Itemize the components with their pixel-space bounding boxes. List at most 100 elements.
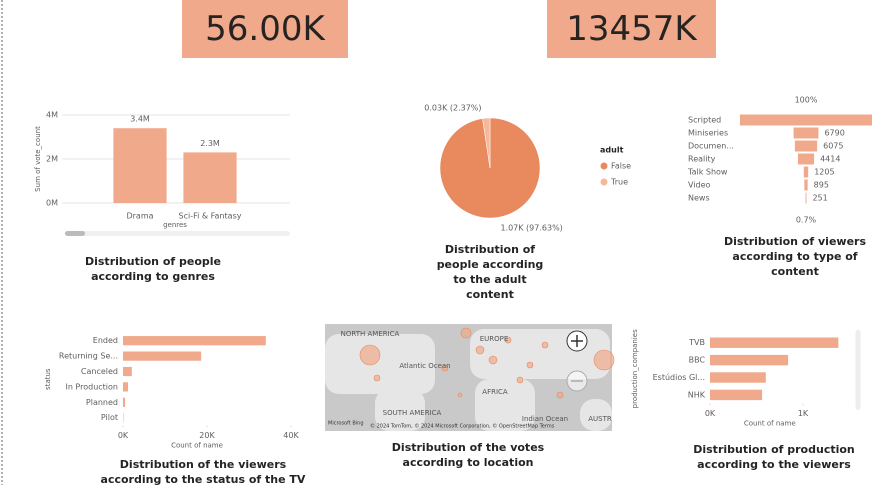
funnel-top-label: 100% xyxy=(795,96,818,105)
funnel-bottom-label: 0.7% xyxy=(796,216,817,225)
bar xyxy=(183,152,237,203)
map-label: SOUTH AMERICA xyxy=(383,409,442,417)
x-tick-label: 1K xyxy=(798,409,809,418)
map-label: AUSTR xyxy=(588,415,612,423)
y-tick-label: TVB xyxy=(688,338,705,347)
bar xyxy=(123,397,126,407)
data-label: 1205 xyxy=(814,168,834,177)
data-label: 895 xyxy=(814,181,829,190)
map-bubble xyxy=(593,349,615,371)
y-tick-label: BBC xyxy=(689,356,706,365)
map-label: AFRICA xyxy=(482,388,508,396)
kpi-card: 13457K xyxy=(547,0,716,58)
funnel-bar xyxy=(793,127,819,139)
chart-caption: Distribution of viewers according to typ… xyxy=(723,235,867,278)
map-bubble xyxy=(541,341,549,349)
map-bubble xyxy=(460,327,472,339)
x-tick-label: Sci-Fi & Fantasy xyxy=(179,212,242,221)
map-bubble xyxy=(373,374,381,382)
land xyxy=(580,399,612,431)
bar xyxy=(710,389,763,401)
y-tick-label: In Production xyxy=(65,382,118,391)
legend-entry: False xyxy=(611,162,631,171)
funnel-bar xyxy=(797,153,815,165)
bar xyxy=(710,354,789,366)
map-bubble xyxy=(488,355,498,365)
chart-caption: Distribution of production according to … xyxy=(693,443,855,471)
data-label: 2.3M xyxy=(200,139,220,148)
scrollbar-thumb[interactable] xyxy=(65,231,85,236)
funnel-bar xyxy=(805,192,807,204)
y-tick-label: 4M xyxy=(46,111,58,120)
map-bubble xyxy=(475,345,485,355)
y-tick-label: 0M xyxy=(46,199,58,208)
x-tick-label: Drama xyxy=(126,212,153,221)
y-axis-title: status xyxy=(44,368,52,390)
category-label: Reality xyxy=(688,155,716,164)
bar xyxy=(123,351,202,361)
y-tick-label: Pilot xyxy=(101,413,118,422)
chart-caption: Distribution of the votes according to l… xyxy=(391,441,545,469)
kpi-card: 56.00K xyxy=(182,0,348,58)
map-label: NORTH AMERICA xyxy=(341,330,400,338)
map-bubble xyxy=(359,344,381,366)
map-label: Atlantic Ocean xyxy=(399,362,450,370)
map-bubble xyxy=(556,391,564,399)
y-tick-label: Planned xyxy=(86,398,118,407)
category-label: Talk Show xyxy=(687,168,728,177)
category-label: News xyxy=(688,194,710,203)
funnel-bar xyxy=(740,114,872,126)
category-label: Video xyxy=(688,181,711,190)
y-tick-label: Returning Se... xyxy=(59,352,118,361)
legend-entry: True xyxy=(610,178,628,187)
data-label: 0.03K (2.37%) xyxy=(424,104,481,113)
bar xyxy=(113,128,167,203)
map-attribution: © 2024 TomTom, © 2024 Microsoft Corporat… xyxy=(370,423,555,430)
land xyxy=(475,379,535,431)
x-axis-title: Count of name xyxy=(171,441,223,449)
y-tick-label: NHK xyxy=(688,390,706,399)
map-label: Indian Ocean xyxy=(522,415,568,423)
category-label: Miniseries xyxy=(688,129,728,138)
scrollbar xyxy=(65,231,290,236)
y-tick-label: Ended xyxy=(93,336,118,345)
x-tick-label: 0K xyxy=(118,431,129,440)
land xyxy=(325,334,435,394)
y-axis-title: Sum of vote_count xyxy=(34,126,42,192)
legend-title: adult xyxy=(600,146,624,155)
chart-caption: Distribution of people according to genr… xyxy=(84,255,222,283)
bar xyxy=(123,366,132,377)
map-bubble xyxy=(504,336,512,344)
bar xyxy=(710,372,766,383)
data-label: 3.4M xyxy=(130,115,150,124)
y-tick-label: Estúdios Gl... xyxy=(653,373,705,382)
funnel-bar xyxy=(794,140,818,152)
map-bubble xyxy=(441,364,449,372)
x-axis-title: genres xyxy=(163,221,187,229)
funnel-bar xyxy=(803,166,809,178)
bar xyxy=(123,336,266,346)
x-tick-label: 40K xyxy=(283,431,299,440)
data-label: 1.07K (97.63%) xyxy=(500,223,562,232)
map-bubble xyxy=(526,361,534,369)
data-label: 6790 xyxy=(824,129,844,138)
funnel-bar xyxy=(804,179,808,191)
y-tick-label: Canceled xyxy=(81,367,118,376)
zoom-in-icon xyxy=(571,335,583,347)
legend-swatch xyxy=(600,162,608,170)
land xyxy=(375,389,425,431)
x-tick-label: 0K xyxy=(705,409,716,418)
scrollbar xyxy=(855,330,861,410)
x-tick-label: 20K xyxy=(199,431,215,440)
data-label: 6075 xyxy=(823,142,843,151)
bar xyxy=(123,382,129,392)
data-label: 251 xyxy=(812,194,827,203)
category-label: Documen... xyxy=(688,142,734,151)
y-tick-label: 2M xyxy=(46,155,58,164)
category-label: Scripted xyxy=(688,116,721,125)
map-label: EUROPE xyxy=(480,335,509,343)
y-axis-title: production_companies xyxy=(631,329,639,408)
chart-caption: Distribution of the viewers according to… xyxy=(100,458,306,485)
legend-swatch xyxy=(600,178,608,186)
